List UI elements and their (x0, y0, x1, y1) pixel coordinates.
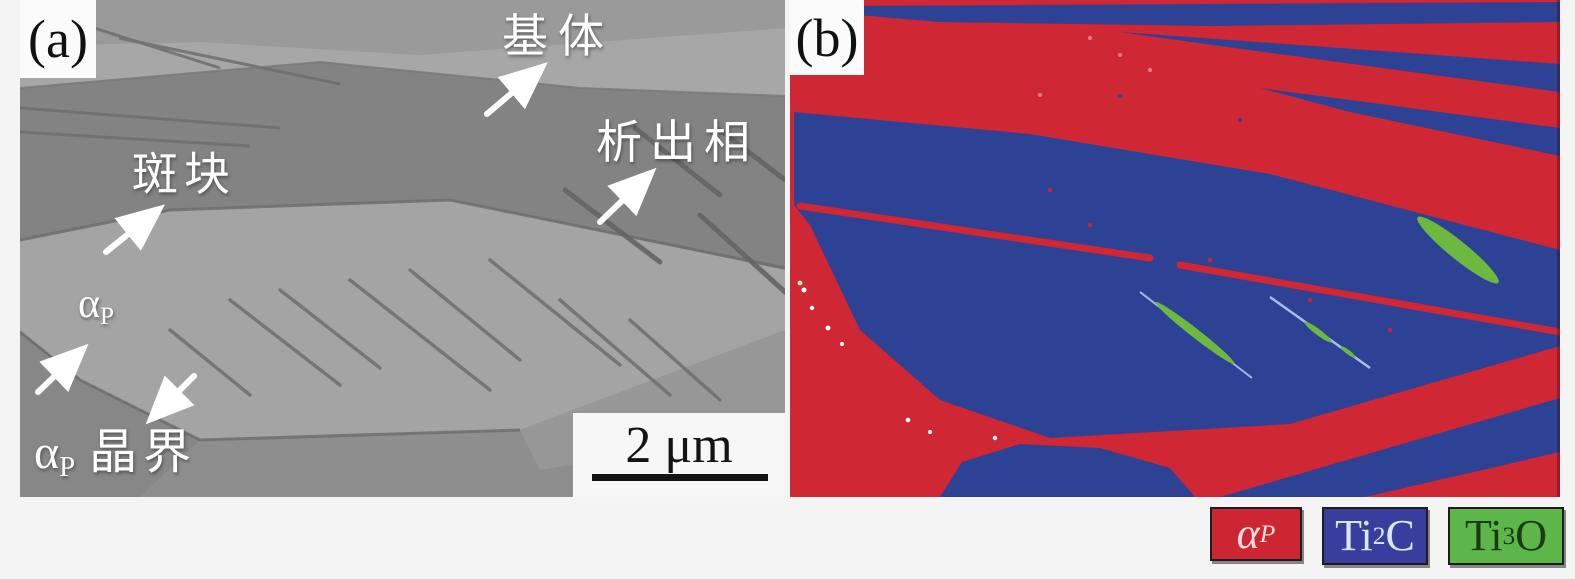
annotation-alpha-p: αP (78, 280, 114, 331)
ebsd-phase-map-image (790, 0, 1560, 497)
legend-alpha-symbol: α (1236, 509, 1260, 558)
legend-ti3o-subscript: 3 (1502, 521, 1516, 551)
alpha-symbol: α (78, 281, 101, 327)
annotation-matrix: 基体 (502, 11, 614, 62)
annotation-precipitate: 析出相 (596, 117, 758, 168)
panel-b-phase-map: (b) (790, 0, 1560, 497)
alpha-subscript: P (59, 451, 76, 484)
panel-b-label-text: (b) (795, 7, 859, 68)
panel-a-label-text: (a) (28, 9, 88, 69)
grain-boundary-text: 晶界 (89, 426, 198, 479)
legend-item-ti2c: Ti 2 C (1322, 507, 1428, 565)
scale-bar-label: 2 μm (625, 417, 733, 474)
legend-ti3o-base: Ti (1464, 511, 1503, 560)
legend-ti2c-suffix: C (1385, 511, 1415, 560)
scale-bar: 2 μm (573, 413, 785, 497)
panel-b-label: (b) (790, 0, 864, 75)
annotation-patch: 斑块 (132, 149, 236, 200)
legend-alpha-subscript: P (1259, 519, 1276, 549)
legend-ti2c-base: Ti (1335, 511, 1373, 560)
annotation-alpha-p-grain-boundary: αP 晶界 (34, 412, 197, 484)
legend-item-ti3o: Ti 3 O (1448, 507, 1564, 565)
annotation-arrows (35, 62, 657, 425)
legend-ti3o-suffix: O (1515, 511, 1548, 560)
alpha-symbol: α (34, 426, 60, 479)
panel-a-micrograph: (a) 基体 析出相 斑块 αP αP 晶界 2 μm (20, 0, 785, 497)
sem-micrograph-image (20, 0, 785, 497)
legend-ti2c-subscript: 2 (1372, 521, 1386, 551)
scale-bar-line (592, 474, 768, 482)
panel-a-label: (a) (20, 0, 96, 78)
alpha-subscript: P (100, 303, 115, 331)
